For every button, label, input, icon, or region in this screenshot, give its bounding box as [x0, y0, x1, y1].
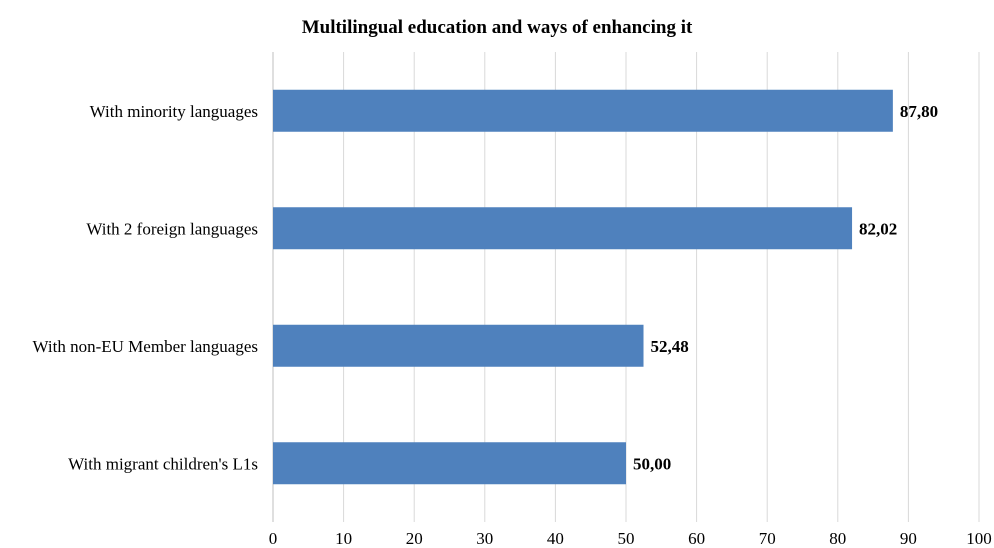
data-labels: 87,80 82,02 52,48 50,00 — [633, 102, 938, 474]
data-label: 52,48 — [651, 337, 689, 356]
x-tick-label: 80 — [829, 529, 846, 548]
data-label: 87,80 — [900, 102, 938, 121]
bar — [273, 324, 644, 367]
x-tick-label: 60 — [688, 529, 705, 548]
x-tick-label: 10 — [335, 529, 352, 548]
x-tick-label: 40 — [547, 529, 564, 548]
x-tick-label: 100 — [966, 529, 992, 548]
x-tick-label: 70 — [759, 529, 776, 548]
x-tick-label: 30 — [476, 529, 493, 548]
bar — [273, 442, 626, 485]
x-tick-label: 0 — [269, 529, 278, 548]
bars — [273, 89, 893, 485]
x-tick-label: 90 — [900, 529, 917, 548]
x-axis-ticks: 0 10 20 30 40 50 60 70 80 90 100 — [269, 529, 992, 548]
category-label: With 2 foreign languages — [86, 219, 258, 238]
bar — [273, 89, 893, 132]
data-label: 82,02 — [859, 219, 897, 238]
x-tick-label: 50 — [618, 529, 635, 548]
x-tick-label: 20 — [406, 529, 423, 548]
data-label: 50,00 — [633, 454, 671, 473]
category-label: With migrant children's L1s — [68, 454, 258, 473]
category-label: With minority languages — [90, 102, 258, 121]
category-label: With non-EU Member languages — [33, 337, 258, 356]
chart-title: Multilingual education and ways of enhan… — [302, 17, 693, 38]
bar — [273, 207, 853, 250]
category-labels: With minority languages With 2 foreign la… — [33, 102, 258, 474]
